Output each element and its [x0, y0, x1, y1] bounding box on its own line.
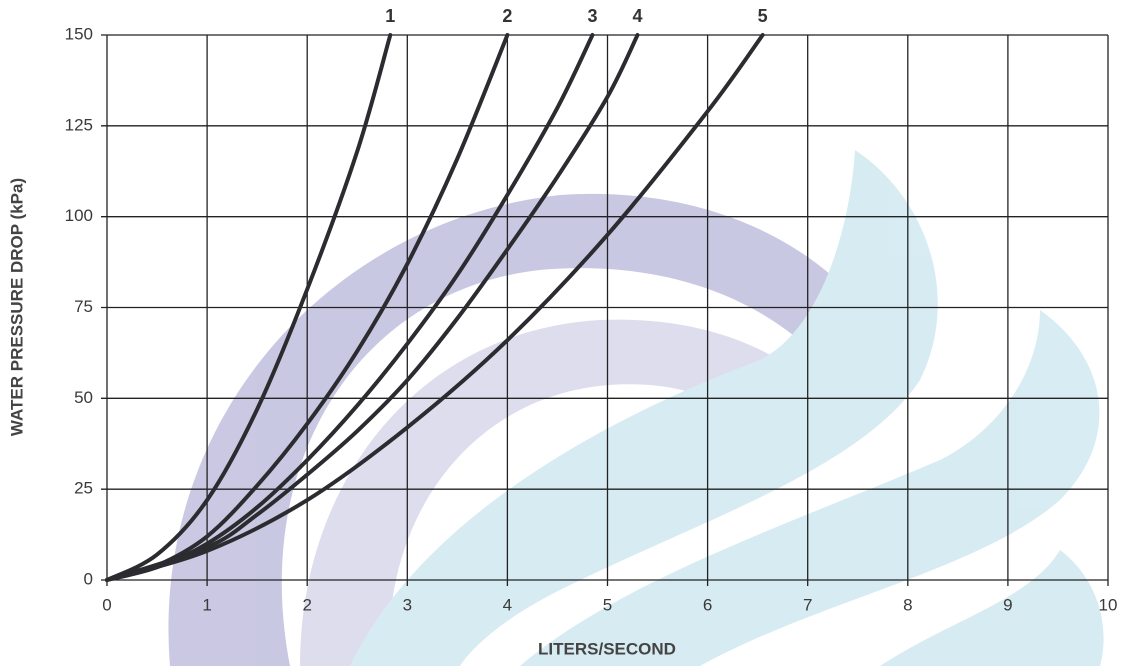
x-tick-label: 8 — [903, 595, 912, 614]
y-axis-title: WATER PRESSURE DROP (kPa) — [7, 178, 26, 436]
curve-label: 1 — [385, 6, 395, 26]
x-tick-label: 9 — [1003, 595, 1012, 614]
y-tick-label: 25 — [74, 479, 93, 498]
y-tick-label: 100 — [65, 206, 93, 225]
curve — [105, 33, 393, 582]
x-tick-label: 1 — [202, 595, 211, 614]
x-tick-label: 7 — [803, 595, 812, 614]
y-tick-label: 50 — [74, 388, 93, 407]
watermark — [168, 150, 1104, 666]
curve-label: 3 — [587, 6, 597, 26]
x-tick-label: 0 — [102, 595, 111, 614]
curve — [105, 33, 510, 582]
curve — [105, 33, 765, 582]
x-tick-label: 4 — [503, 595, 512, 614]
curve-label: 2 — [502, 6, 512, 26]
curve-label: 5 — [758, 6, 768, 26]
x-tick-label: 6 — [703, 595, 712, 614]
y-tick-label: 75 — [74, 297, 93, 316]
x-tick-label: 2 — [302, 595, 311, 614]
curve-label: 4 — [633, 6, 643, 26]
x-axis-title: LITERS/SECOND — [538, 639, 676, 658]
x-tick-label: 3 — [403, 595, 412, 614]
y-tick-label: 0 — [84, 569, 93, 588]
y-tick-label: 150 — [65, 24, 93, 43]
x-tick-label: 10 — [1099, 595, 1118, 614]
y-tick-label: 125 — [65, 115, 93, 134]
x-tick-label: 5 — [603, 595, 612, 614]
curve — [105, 33, 640, 582]
curve — [105, 33, 595, 582]
